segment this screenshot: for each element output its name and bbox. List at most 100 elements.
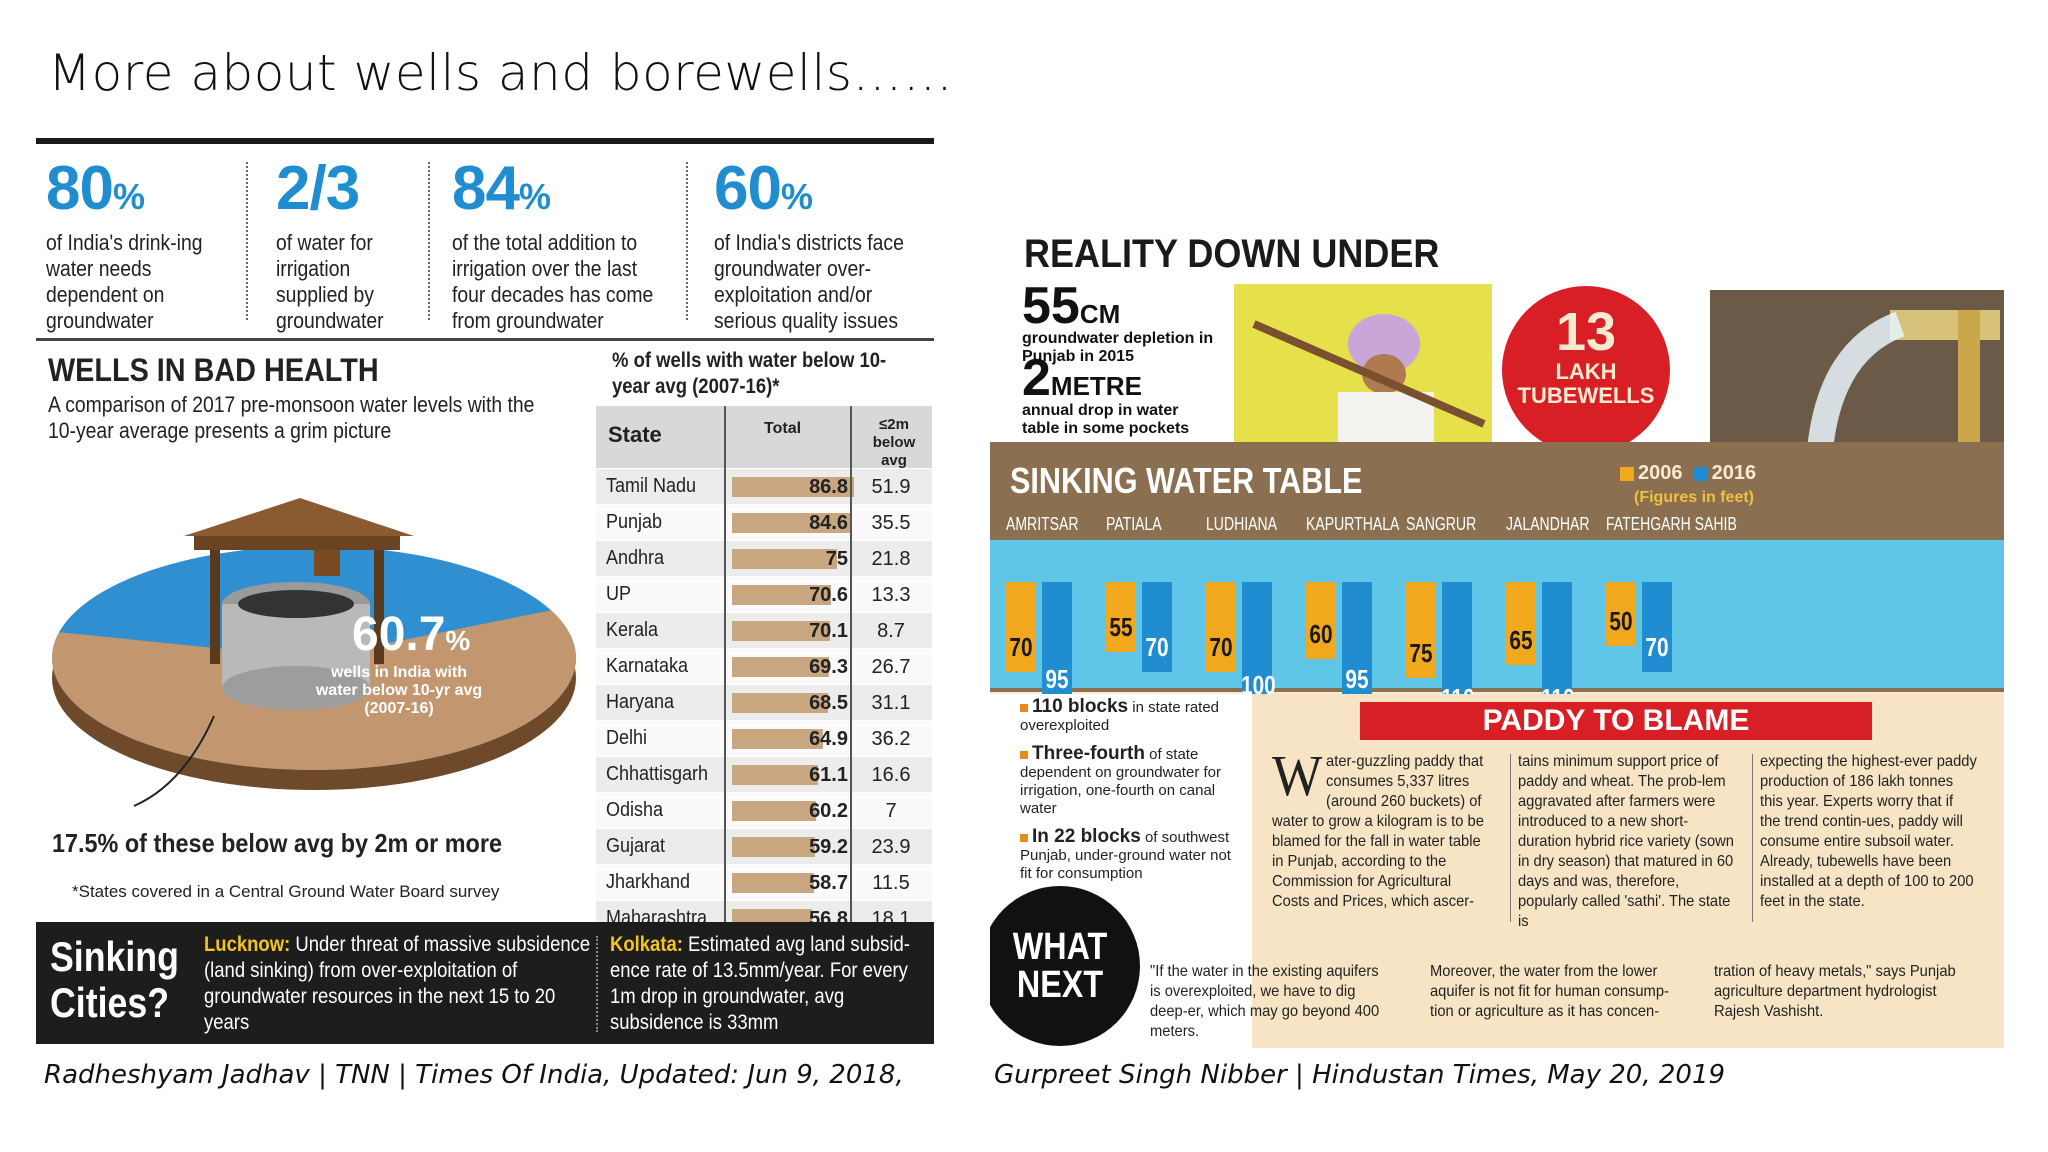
- stat-text: of India's drink-ing water needs depende…: [46, 230, 203, 333]
- item-bold: Three-fourth: [1032, 743, 1145, 764]
- cell-state: Haryana: [606, 691, 675, 713]
- paddy-column-3: expecting the highest-ever paddy product…: [1760, 753, 1977, 910]
- bar-2016: [1642, 582, 1672, 672]
- stat-value: 2/3: [276, 154, 360, 223]
- tubewell-icon: [1807, 310, 2000, 480]
- kolkata-text: Kolkata: Estimated avg land subsid-ence …: [610, 932, 934, 1036]
- bar-2016: [1342, 582, 1372, 704]
- bar-2006: [1106, 582, 1136, 652]
- cell-bar: [732, 801, 816, 821]
- cell-below: 35.5: [871, 512, 911, 534]
- list-item: 110 blocks in state rated overexploited: [1020, 697, 1240, 735]
- lucknow-text: Lucknow: Under threat of massive subside…: [204, 932, 591, 1036]
- stat-districts: 60% of India's districts face groundwate…: [714, 158, 934, 334]
- cell-state: Andhra: [606, 547, 665, 569]
- cell-bar: [732, 513, 850, 533]
- value-2016: 95: [1345, 664, 1369, 694]
- stat-text: annual drop in water table in some pocke…: [1022, 402, 1190, 437]
- stat-unit: %: [112, 176, 145, 217]
- city-label: PATIALA: [1106, 514, 1162, 534]
- stat-depletion: 55CM groundwater depletion in Punjab in …: [1022, 280, 1228, 366]
- sinking-cities-box: Sinking Cities? Lucknow: Under threat of…: [36, 922, 934, 1044]
- chart-legend: 2006 2016 (Figures in feet): [1620, 462, 1756, 508]
- pie-label-box: wells in India with water below 10-yr av…: [315, 664, 483, 717]
- cell-total: 84.6: [809, 512, 848, 534]
- cell-below: 13.3: [871, 584, 911, 606]
- item-text: of southwest Punjab, under-ground water …: [1020, 829, 1231, 882]
- table-row: Jharkhand 58.7 11.5: [596, 864, 932, 900]
- cell-bar: [732, 837, 815, 857]
- header-total: Total: [764, 420, 802, 437]
- cell-state: Punjab: [606, 511, 663, 533]
- list-item: In 22 blocks of southwest Punjab, under-…: [1020, 826, 1240, 883]
- stat-text: groundwater depletion in Punjab in 2015: [1022, 330, 1214, 365]
- stat-unit: METRE: [1050, 371, 1142, 401]
- bar-2006: [1506, 582, 1536, 665]
- cell-state: Kerala: [606, 619, 659, 641]
- item-text: in state rated overexploited: [1020, 699, 1220, 734]
- cell-below: 21.8: [871, 548, 911, 570]
- drop-cap: W: [1272, 743, 1323, 808]
- legend-swatch-2016: [1693, 466, 1708, 481]
- legend-note: (Figures in feet): [1634, 489, 1755, 506]
- stat-value: 60: [714, 154, 782, 223]
- slide-title: More about wells and borewells……: [48, 44, 954, 102]
- table-row: Delhi 64.9 36.2: [596, 720, 932, 756]
- stat-value: 2: [1022, 349, 1051, 407]
- cell-below: 16.6: [871, 764, 911, 786]
- wells-pie-chart: 60.7% wells in India with water below 10…: [51, 498, 576, 807]
- value-2006: 70: [1209, 632, 1233, 662]
- divider: [246, 162, 248, 320]
- paddy-column-2: tains minimum support price of paddy and…: [1518, 753, 1734, 930]
- pie-arrow: [133, 715, 215, 807]
- badge-label: TUBEWELLS: [1517, 383, 1655, 408]
- cell-below: 36.2: [871, 728, 911, 750]
- cell-state: Karnataka: [606, 655, 689, 677]
- table-row: Kerala 70.1 8.7: [596, 612, 932, 648]
- city-label: JALANDHAR: [1506, 514, 1590, 534]
- what-next-column-1: "If the water in the existing aquifers i…: [1150, 963, 1380, 1040]
- header-state: State: [608, 422, 662, 447]
- pie-label: wells in India with water below 10-yr av…: [315, 664, 483, 717]
- cell-below: 11.5: [872, 872, 910, 894]
- farmer-photo: [1234, 284, 1492, 470]
- cell-total: 58.7: [809, 872, 848, 894]
- item-bold: In 22 blocks: [1032, 826, 1141, 847]
- city-label: FATEHGARH SAHIB: [1606, 514, 1737, 534]
- value-2006: 60: [1309, 619, 1333, 649]
- cell-below: 23.9: [871, 836, 911, 858]
- value-2016: 95: [1045, 664, 1069, 694]
- divider: [686, 162, 688, 320]
- cell-state: Chhattisgarh: [606, 763, 709, 785]
- tubewells-badge: 13 LAKH TUBEWELLS: [1502, 286, 1670, 454]
- paddy-text: ater-guzzling paddy that consumes 5,337 …: [1272, 753, 1484, 910]
- stat-unit: CM: [1079, 299, 1121, 329]
- stat-value: 84: [452, 154, 520, 223]
- value-2006: 55: [1109, 612, 1133, 642]
- stat-text: of India's districts face groundwater ov…: [714, 230, 904, 333]
- bar-2006: [1306, 582, 1336, 659]
- column-rule: [724, 406, 726, 936]
- bar-2006: [1406, 582, 1436, 678]
- value-2016: 70: [1145, 632, 1169, 662]
- stat-irrigation: 2/3 of water for irrigation supplied by …: [276, 158, 426, 334]
- bullet-icon: [1020, 834, 1028, 843]
- cell-bar: [732, 657, 829, 677]
- city-label: SANGRUR: [1406, 514, 1477, 534]
- value-2006: 50: [1609, 606, 1633, 636]
- wells-table: State Total ≤2m below avg Tamil Nadu 86.8…: [596, 406, 932, 936]
- cell-state: Odisha: [606, 799, 664, 821]
- header-below: ≤2m below avg: [872, 416, 916, 469]
- column-rule: [850, 406, 852, 936]
- cell-bar: [732, 621, 830, 641]
- cell-total: 68.5: [809, 692, 848, 714]
- bullet-icon: [1020, 751, 1028, 760]
- lucknow-label: Lucknow:: [204, 933, 291, 956]
- table-body: Tamil Nadu 86.8 51.9 Punjab 84.6 35.5 Andhra 75…: [596, 468, 932, 936]
- divider: [428, 162, 430, 320]
- survey-footnote: *States covered in a Central Ground Wate…: [72, 882, 500, 901]
- stat-irrigation-addition: 84% of the total addition to irrigation …: [452, 158, 702, 334]
- cell-bar: [732, 873, 814, 893]
- cell-total: 64.9: [809, 728, 848, 750]
- stat-annual-drop: 2METRE annual drop in water table in som…: [1022, 352, 1202, 438]
